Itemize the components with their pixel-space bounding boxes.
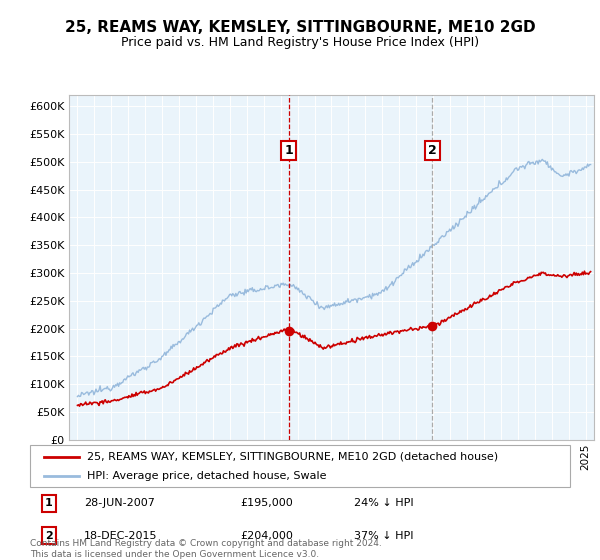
Text: 2: 2 [428,144,437,157]
Text: 1: 1 [284,144,293,157]
Text: 18-DEC-2015: 18-DEC-2015 [84,531,157,541]
Text: 25, REAMS WAY, KEMSLEY, SITTINGBOURNE, ME10 2GD: 25, REAMS WAY, KEMSLEY, SITTINGBOURNE, M… [65,20,535,35]
Text: £204,000: £204,000 [241,531,293,541]
Text: 1: 1 [45,498,53,508]
Text: 2: 2 [45,531,53,541]
Text: Contains HM Land Registry data © Crown copyright and database right 2024.
This d: Contains HM Land Registry data © Crown c… [30,539,382,559]
Text: 24% ↓ HPI: 24% ↓ HPI [354,498,413,508]
Text: 28-JUN-2007: 28-JUN-2007 [84,498,155,508]
Text: £195,000: £195,000 [241,498,293,508]
Text: 37% ↓ HPI: 37% ↓ HPI [354,531,413,541]
Text: HPI: Average price, detached house, Swale: HPI: Average price, detached house, Swal… [86,471,326,481]
Text: Price paid vs. HM Land Registry's House Price Index (HPI): Price paid vs. HM Land Registry's House … [121,36,479,49]
Text: 25, REAMS WAY, KEMSLEY, SITTINGBOURNE, ME10 2GD (detached house): 25, REAMS WAY, KEMSLEY, SITTINGBOURNE, M… [86,451,498,461]
